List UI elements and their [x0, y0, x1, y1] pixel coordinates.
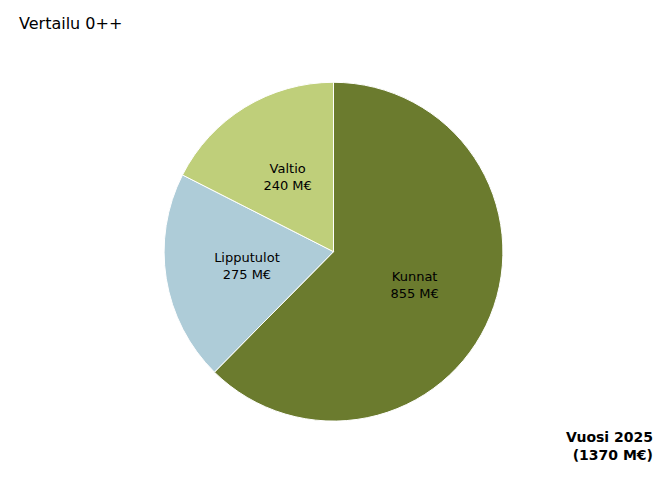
svg-text:Vertailu 0++: Vertailu 0++ — [19, 14, 122, 33]
svg-text:(1370 M€): (1370 M€) — [573, 447, 653, 463]
svg-text:Kunnat: Kunnat — [392, 269, 438, 284]
svg-text:Lipputulot: Lipputulot — [214, 250, 280, 265]
svg-text:Valtio: Valtio — [270, 161, 306, 176]
svg-text:Vuosi 2025: Vuosi 2025 — [566, 429, 653, 445]
svg-text:275 M€: 275 M€ — [223, 267, 271, 282]
svg-text:855 M€: 855 M€ — [390, 286, 438, 301]
svg-text:240 M€: 240 M€ — [263, 178, 311, 193]
